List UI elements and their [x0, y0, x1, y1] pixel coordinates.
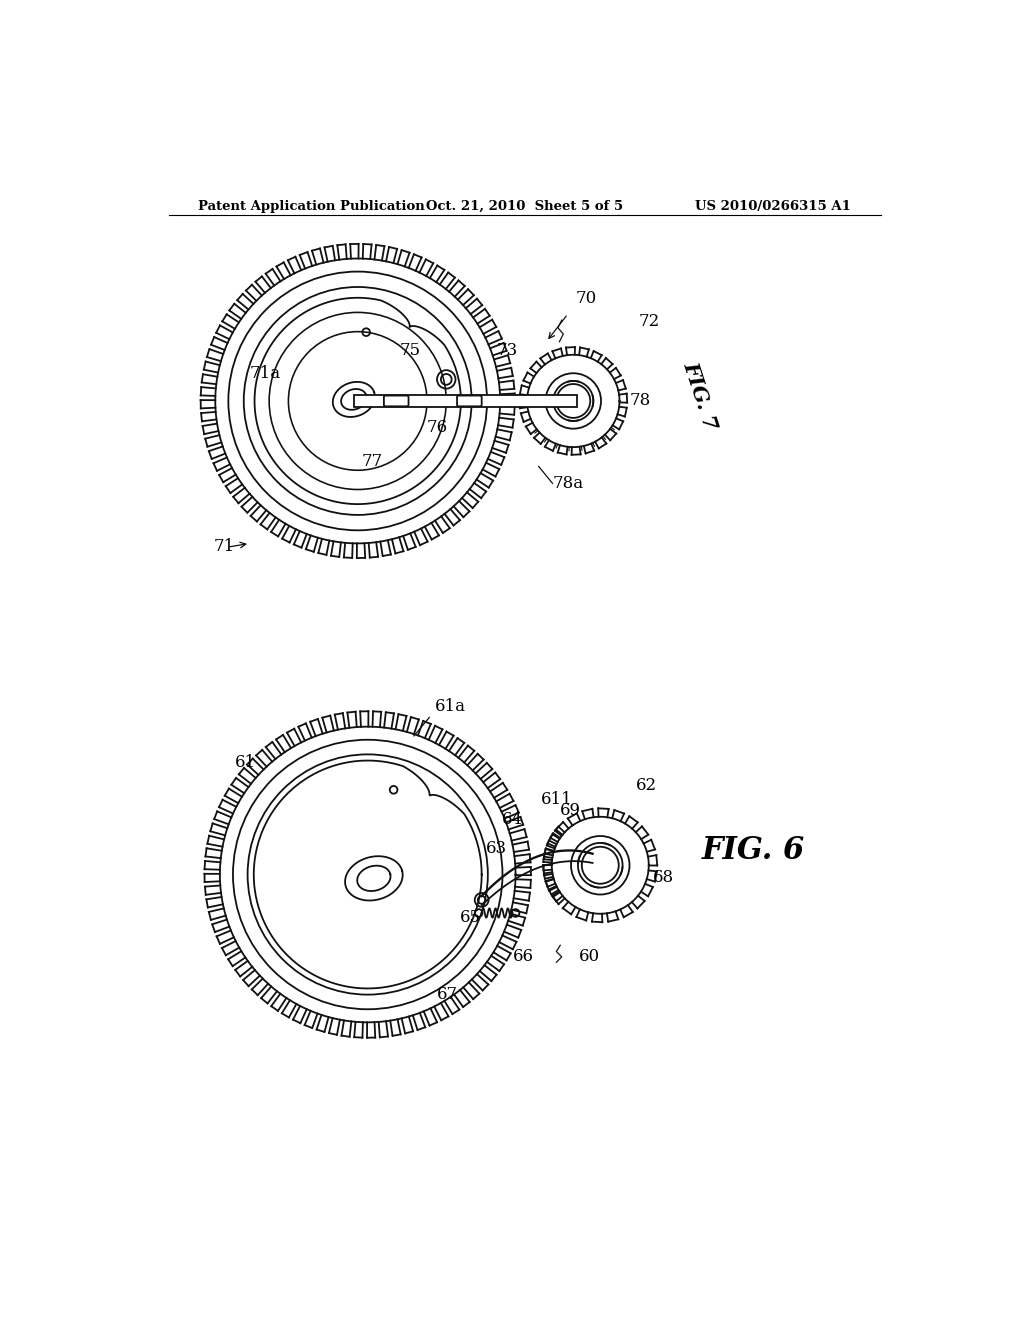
Text: 77: 77	[361, 453, 383, 470]
Text: Patent Application Publication: Patent Application Publication	[199, 199, 425, 213]
Text: US 2010/0266315 A1: US 2010/0266315 A1	[695, 199, 851, 213]
Text: Oct. 21, 2010  Sheet 5 of 5: Oct. 21, 2010 Sheet 5 of 5	[426, 199, 624, 213]
Text: 61: 61	[236, 754, 256, 771]
Text: 64: 64	[502, 812, 523, 829]
Text: 69: 69	[560, 803, 582, 820]
Text: 67: 67	[437, 986, 458, 1003]
Text: 61a: 61a	[435, 698, 466, 715]
Text: 78: 78	[630, 392, 651, 409]
Text: 66: 66	[512, 948, 534, 965]
Text: FIG. 7: FIG. 7	[680, 359, 721, 432]
Text: 76: 76	[427, 418, 449, 436]
Text: 63: 63	[486, 840, 508, 857]
Circle shape	[355, 399, 360, 404]
Text: 73: 73	[497, 342, 517, 359]
Text: 70: 70	[575, 290, 597, 308]
Text: 62: 62	[636, 776, 656, 793]
Text: FIG. 6: FIG. 6	[701, 836, 805, 866]
Text: 68: 68	[652, 869, 674, 886]
Text: 75: 75	[400, 342, 421, 359]
Text: 72: 72	[639, 313, 660, 330]
Text: 71a: 71a	[250, 364, 281, 381]
FancyBboxPatch shape	[457, 396, 481, 407]
Bar	[354, 395, 578, 407]
Text: 71: 71	[214, 539, 234, 556]
Text: 65: 65	[460, 909, 481, 927]
FancyBboxPatch shape	[384, 396, 409, 407]
Text: 78a: 78a	[553, 475, 584, 492]
Text: 60: 60	[579, 948, 600, 965]
Text: 611: 611	[541, 791, 572, 808]
